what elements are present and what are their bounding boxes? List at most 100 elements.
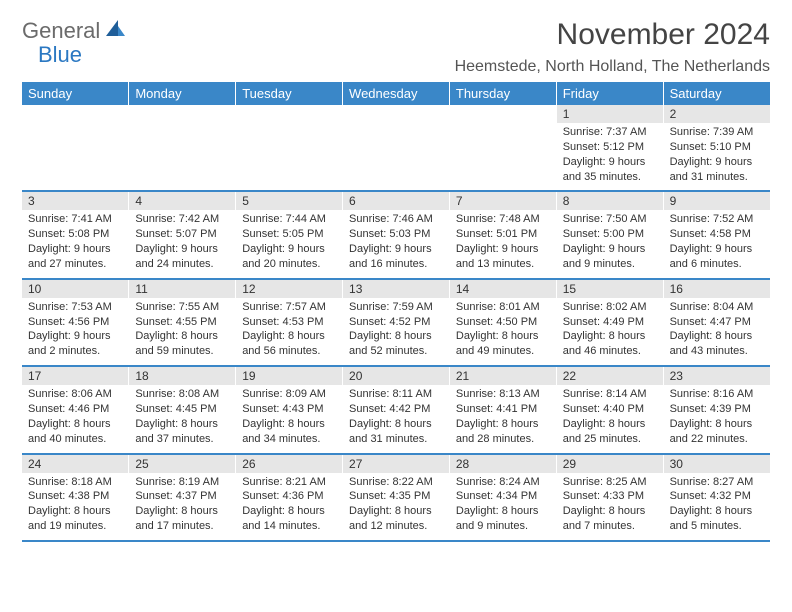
daylight-text: Daylight: 9 hours and 20 minutes. bbox=[242, 242, 336, 272]
daylight-text: Daylight: 8 hours and 59 minutes. bbox=[135, 329, 229, 359]
day-number-cell: 18 bbox=[129, 366, 236, 385]
sunset-text: Sunset: 4:53 PM bbox=[242, 315, 336, 330]
header: General November 2024 Heemstede, North H… bbox=[22, 18, 770, 76]
day-number-cell: 7 bbox=[449, 191, 556, 210]
sunrise-text: Sunrise: 8:16 AM bbox=[670, 387, 764, 402]
daylight-text: Daylight: 9 hours and 13 minutes. bbox=[456, 242, 550, 272]
sunrise-text: Sunrise: 7:50 AM bbox=[563, 212, 657, 227]
sunset-text: Sunset: 5:03 PM bbox=[349, 227, 443, 242]
day-number-cell: 22 bbox=[556, 366, 663, 385]
day-info-cell: Sunrise: 7:55 AMSunset: 4:55 PMDaylight:… bbox=[129, 298, 236, 365]
daynum-row: 24252627282930 bbox=[22, 454, 770, 473]
daynum-row: 10111213141516 bbox=[22, 279, 770, 298]
day-number-cell: 16 bbox=[663, 279, 770, 298]
day-number-cell: 24 bbox=[22, 454, 129, 473]
daylight-text: Daylight: 8 hours and 31 minutes. bbox=[349, 417, 443, 447]
sunrise-text: Sunrise: 8:22 AM bbox=[349, 475, 443, 490]
daynum-row: 12 bbox=[22, 105, 770, 123]
sunset-text: Sunset: 4:58 PM bbox=[670, 227, 764, 242]
daylight-text: Daylight: 8 hours and 22 minutes. bbox=[670, 417, 764, 447]
sunset-text: Sunset: 4:49 PM bbox=[563, 315, 657, 330]
day-number-cell: 5 bbox=[236, 191, 343, 210]
dow-thursday: Thursday bbox=[449, 82, 556, 105]
sunrise-text: Sunrise: 7:59 AM bbox=[349, 300, 443, 315]
day-info-cell: Sunrise: 8:14 AMSunset: 4:40 PMDaylight:… bbox=[556, 385, 663, 452]
day-number-cell bbox=[22, 105, 129, 123]
daylight-text: Daylight: 8 hours and 12 minutes. bbox=[349, 504, 443, 534]
sunrise-text: Sunrise: 8:18 AM bbox=[28, 475, 122, 490]
day-info-cell: Sunrise: 7:53 AMSunset: 4:56 PMDaylight:… bbox=[22, 298, 129, 365]
sunset-text: Sunset: 5:00 PM bbox=[563, 227, 657, 242]
day-number-cell: 12 bbox=[236, 279, 343, 298]
days-of-week-row: Sunday Monday Tuesday Wednesday Thursday… bbox=[22, 82, 770, 105]
daylight-text: Daylight: 9 hours and 9 minutes. bbox=[563, 242, 657, 272]
sunrise-text: Sunrise: 7:42 AM bbox=[135, 212, 229, 227]
day-number-cell: 3 bbox=[22, 191, 129, 210]
day-info-cell: Sunrise: 7:39 AMSunset: 5:10 PMDaylight:… bbox=[663, 123, 770, 190]
day-number-cell: 26 bbox=[236, 454, 343, 473]
day-info-row: Sunrise: 8:18 AMSunset: 4:38 PMDaylight:… bbox=[22, 473, 770, 540]
day-number-cell: 9 bbox=[663, 191, 770, 210]
sunset-text: Sunset: 4:39 PM bbox=[670, 402, 764, 417]
day-number-cell: 17 bbox=[22, 366, 129, 385]
day-info-cell: Sunrise: 7:52 AMSunset: 4:58 PMDaylight:… bbox=[663, 210, 770, 277]
sunrise-text: Sunrise: 8:19 AM bbox=[135, 475, 229, 490]
day-number-cell: 19 bbox=[236, 366, 343, 385]
sunrise-text: Sunrise: 7:37 AM bbox=[563, 125, 657, 140]
day-number-cell: 27 bbox=[343, 454, 450, 473]
day-info-cell bbox=[343, 123, 450, 190]
day-number-cell bbox=[449, 105, 556, 123]
sunset-text: Sunset: 4:34 PM bbox=[456, 489, 550, 504]
sunrise-text: Sunrise: 8:01 AM bbox=[456, 300, 550, 315]
sunset-text: Sunset: 4:47 PM bbox=[670, 315, 764, 330]
day-number-cell: 25 bbox=[129, 454, 236, 473]
daylight-text: Daylight: 9 hours and 27 minutes. bbox=[28, 242, 122, 272]
day-number-cell: 15 bbox=[556, 279, 663, 298]
sunrise-text: Sunrise: 7:57 AM bbox=[242, 300, 336, 315]
day-info-cell: Sunrise: 7:57 AMSunset: 4:53 PMDaylight:… bbox=[236, 298, 343, 365]
day-number-cell: 2 bbox=[663, 105, 770, 123]
daylight-text: Daylight: 8 hours and 19 minutes. bbox=[28, 504, 122, 534]
sunset-text: Sunset: 5:08 PM bbox=[28, 227, 122, 242]
sunrise-text: Sunrise: 7:52 AM bbox=[670, 212, 764, 227]
dow-friday: Friday bbox=[556, 82, 663, 105]
day-number-cell: 13 bbox=[343, 279, 450, 298]
day-number-cell: 8 bbox=[556, 191, 663, 210]
sunrise-text: Sunrise: 7:41 AM bbox=[28, 212, 122, 227]
calendar-body: 12Sunrise: 7:37 AMSunset: 5:12 PMDayligh… bbox=[22, 105, 770, 541]
day-info-cell bbox=[449, 123, 556, 190]
day-number-cell: 14 bbox=[449, 279, 556, 298]
daylight-text: Daylight: 9 hours and 16 minutes. bbox=[349, 242, 443, 272]
dow-tuesday: Tuesday bbox=[236, 82, 343, 105]
title-block: November 2024 Heemstede, North Holland, … bbox=[455, 18, 770, 76]
day-info-cell: Sunrise: 7:59 AMSunset: 4:52 PMDaylight:… bbox=[343, 298, 450, 365]
day-info-row: Sunrise: 7:37 AMSunset: 5:12 PMDaylight:… bbox=[22, 123, 770, 190]
sunset-text: Sunset: 4:36 PM bbox=[242, 489, 336, 504]
day-number-cell: 20 bbox=[343, 366, 450, 385]
daylight-text: Daylight: 8 hours and 28 minutes. bbox=[456, 417, 550, 447]
daylight-text: Daylight: 8 hours and 17 minutes. bbox=[135, 504, 229, 534]
day-info-cell bbox=[236, 123, 343, 190]
day-info-cell: Sunrise: 8:02 AMSunset: 4:49 PMDaylight:… bbox=[556, 298, 663, 365]
sunset-text: Sunset: 5:12 PM bbox=[563, 140, 657, 155]
day-info-cell: Sunrise: 8:18 AMSunset: 4:38 PMDaylight:… bbox=[22, 473, 129, 540]
day-info-cell: Sunrise: 8:13 AMSunset: 4:41 PMDaylight:… bbox=[449, 385, 556, 452]
sunrise-text: Sunrise: 7:46 AM bbox=[349, 212, 443, 227]
sunset-text: Sunset: 4:52 PM bbox=[349, 315, 443, 330]
sunrise-text: Sunrise: 8:06 AM bbox=[28, 387, 122, 402]
dow-wednesday: Wednesday bbox=[343, 82, 450, 105]
daylight-text: Daylight: 8 hours and 7 minutes. bbox=[563, 504, 657, 534]
daylight-text: Daylight: 8 hours and 46 minutes. bbox=[563, 329, 657, 359]
day-info-cell bbox=[22, 123, 129, 190]
sunset-text: Sunset: 4:43 PM bbox=[242, 402, 336, 417]
day-info-cell: Sunrise: 8:24 AMSunset: 4:34 PMDaylight:… bbox=[449, 473, 556, 540]
day-number-cell: 21 bbox=[449, 366, 556, 385]
daylight-text: Daylight: 8 hours and 25 minutes. bbox=[563, 417, 657, 447]
day-info-cell: Sunrise: 8:19 AMSunset: 4:37 PMDaylight:… bbox=[129, 473, 236, 540]
day-info-row: Sunrise: 7:41 AMSunset: 5:08 PMDaylight:… bbox=[22, 210, 770, 277]
sunrise-text: Sunrise: 7:44 AM bbox=[242, 212, 336, 227]
daylight-text: Daylight: 9 hours and 2 minutes. bbox=[28, 329, 122, 359]
brand-sail-icon bbox=[104, 18, 126, 44]
day-number-cell: 30 bbox=[663, 454, 770, 473]
daynum-row: 3456789 bbox=[22, 191, 770, 210]
